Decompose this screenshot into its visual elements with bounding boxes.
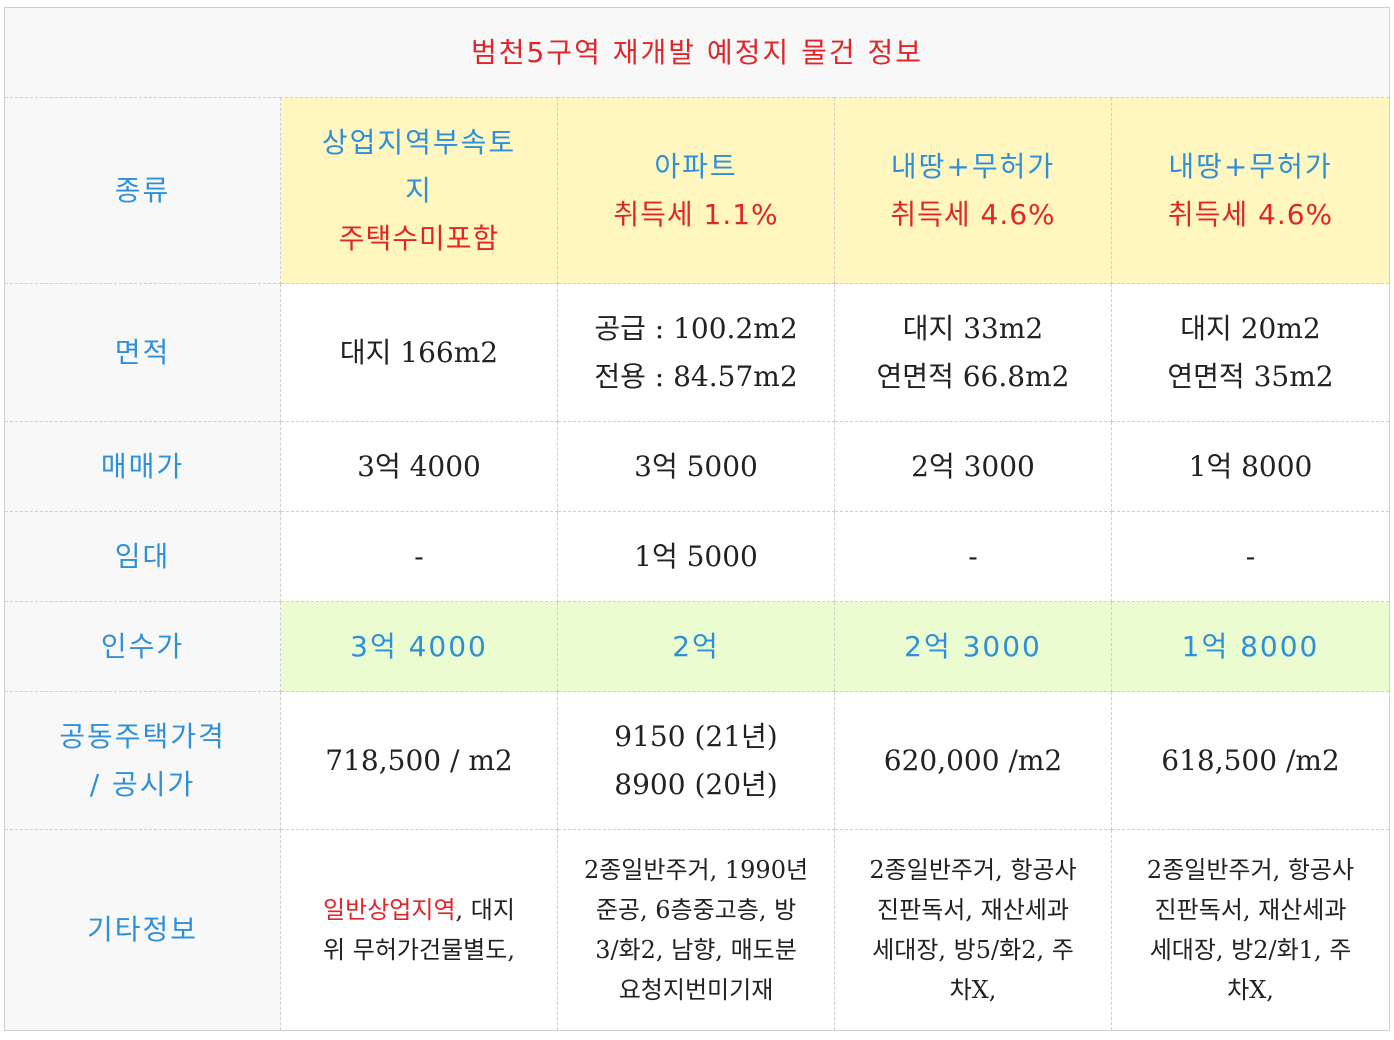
table-row-takeover: 인수가 3억 4000 2억 2억 3000 1억 8000 xyxy=(4,601,1391,692)
table-row-area: 면적 대지 166m2 공급 : 100.2m2 전용 : 84.57m2 대지… xyxy=(4,283,1391,422)
table-row-lease: 임대 - 1억 5000 - - xyxy=(4,511,1391,602)
lease-cell-3: - xyxy=(834,511,1112,602)
type-cell-1: 상업지역부속토 지 주택수미포함 xyxy=(280,97,558,284)
area-cell-3: 대지 33m2 연면적 66.8m2 xyxy=(834,283,1112,422)
price-cell-1: 3억 4000 xyxy=(280,421,558,512)
table-row-etc: 기타정보 일반상업지역, 대지 위 무허가건물별도, 2종일반주거, 1990년… xyxy=(4,829,1391,1031)
row-label-takeover: 인수가 xyxy=(4,601,281,692)
type-cell-2: 아파트 취득세 1.1% xyxy=(557,97,835,284)
etc-cell-4: 2종일반주거, 항공사 진판독서, 재산세과 세대장, 방2/화1, 주 차X, xyxy=(1110,829,1391,1031)
lease-cell-2: 1억 5000 xyxy=(557,511,835,602)
official-cell-3: 620,000 /m2 xyxy=(834,691,1112,830)
price-cell-3: 2억 3000 xyxy=(834,421,1112,512)
takeover-cell-3: 2억 3000 xyxy=(834,601,1112,692)
lease-cell-1: - xyxy=(280,511,558,602)
row-label-type: 종류 xyxy=(4,97,281,284)
official-cell-1: 718,500 / m2 xyxy=(280,691,558,830)
zone-highlight: 일반상업지역 xyxy=(323,896,456,924)
takeover-cell-1: 3억 4000 xyxy=(280,601,558,692)
table-title: 범천5구역 재개발 예정지 물건 정보 xyxy=(3,7,1391,98)
etc-cell-3: 2종일반주거, 항공사 진판독서, 재산세과 세대장, 방5/화2, 주 차X, xyxy=(834,829,1112,1031)
lease-cell-4: - xyxy=(1110,511,1391,602)
row-label-etc: 기타정보 xyxy=(4,829,281,1031)
etc-cell-1: 일반상업지역, 대지 위 무허가건물별도, xyxy=(280,829,558,1031)
price-cell-4: 1억 8000 xyxy=(1110,421,1391,512)
property-info-table-wrapper: 범천5구역 재개발 예정지 물건 정보 종류 상업지역부속토 지 주택수미포함 … xyxy=(3,7,1391,1031)
table-row-type: 종류 상업지역부속토 지 주택수미포함 아파트 취득세 1.1% 내땅+무허가 … xyxy=(4,97,1391,284)
takeover-cell-4: 1억 8000 xyxy=(1110,601,1391,692)
table-row-official-price: 공동주택가격 / 공시가 718,500 / m2 9150 (21년) 890… xyxy=(4,691,1391,830)
row-label-lease: 임대 xyxy=(4,511,281,602)
row-label-official-price: 공동주택가격 / 공시가 xyxy=(4,691,281,830)
property-info-table: 범천5구역 재개발 예정지 물건 정보 종류 상업지역부속토 지 주택수미포함 … xyxy=(3,7,1391,1031)
area-cell-4: 대지 20m2 연면적 35m2 xyxy=(1110,283,1391,422)
row-label-area: 면적 xyxy=(4,283,281,422)
official-cell-4: 618,500 /m2 xyxy=(1110,691,1391,830)
area-cell-1: 대지 166m2 xyxy=(280,283,558,422)
etc-cell-2: 2종일반주거, 1990년 준공, 6층중고층, 방 3/화2, 남향, 매도분… xyxy=(557,829,835,1031)
official-cell-2: 9150 (21년) 8900 (20년) xyxy=(557,691,835,830)
price-cell-2: 3억 5000 xyxy=(557,421,835,512)
area-cell-2: 공급 : 100.2m2 전용 : 84.57m2 xyxy=(557,283,835,422)
takeover-cell-2: 2억 xyxy=(557,601,835,692)
type-cell-4: 내땅+무허가 취득세 4.6% xyxy=(1110,97,1391,284)
row-label-price: 매매가 xyxy=(4,421,281,512)
type-cell-3: 내땅+무허가 취득세 4.6% xyxy=(834,97,1112,284)
table-row-price: 매매가 3억 4000 3억 5000 2억 3000 1억 8000 xyxy=(4,421,1391,512)
